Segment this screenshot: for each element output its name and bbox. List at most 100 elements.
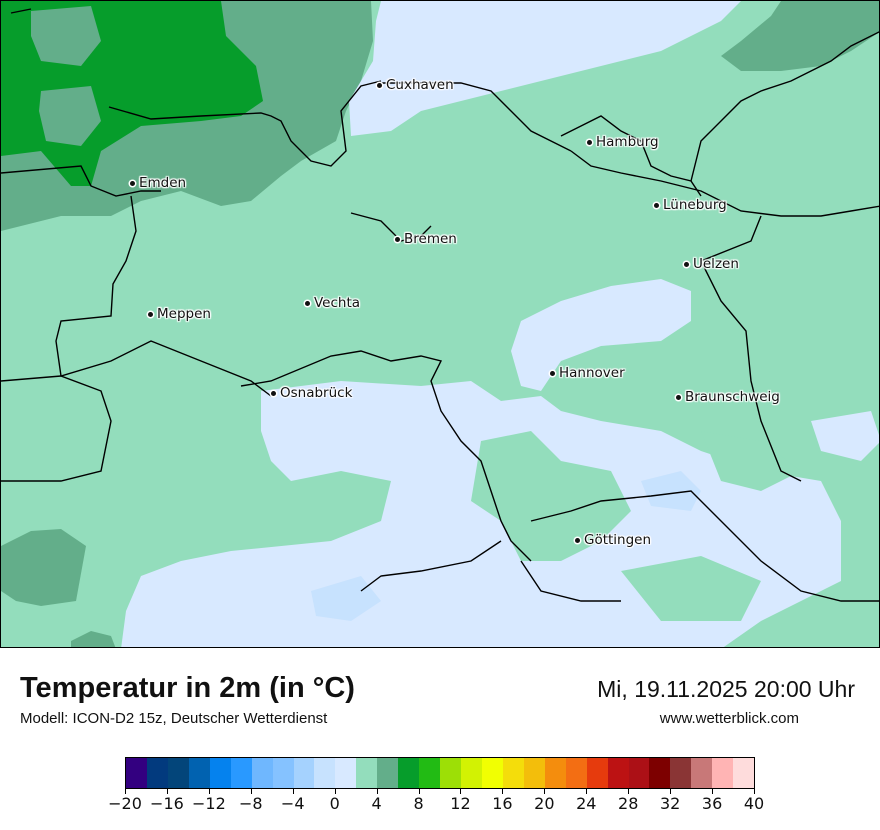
colorbar-segment bbox=[607, 758, 629, 788]
colorbar-tick-label: 24 bbox=[576, 794, 597, 813]
colorbar-segment bbox=[586, 758, 608, 788]
colorbar-segment bbox=[544, 758, 566, 788]
colorbar-ticks: −20 −16 −12 −8 −4 0 4 8 12 16 20 24 28 32 36 40 bbox=[108, 789, 764, 819]
colorbar-tick bbox=[292, 789, 294, 794]
colorbar-segment bbox=[398, 758, 420, 788]
city-name: Braunschweig bbox=[685, 389, 780, 405]
colorbar-segment bbox=[146, 758, 168, 788]
colorbar-tick bbox=[418, 789, 420, 794]
city-marker-icon bbox=[587, 139, 592, 145]
map-title: Temperatur in 2m (in °C) bbox=[20, 672, 355, 704]
colorbar-tick bbox=[502, 789, 504, 794]
colorbar-tick bbox=[544, 789, 546, 794]
colorbar-segment bbox=[293, 758, 315, 788]
temperature-colorbar bbox=[125, 757, 755, 789]
city-label: Hannover bbox=[550, 365, 625, 381]
city-marker-icon bbox=[575, 537, 580, 543]
city-marker-icon bbox=[148, 311, 153, 317]
colorbar-segment bbox=[251, 758, 273, 788]
city-name: Hamburg bbox=[596, 134, 659, 150]
colorbar-tick-label: −20 bbox=[108, 794, 142, 813]
colorbar-segment bbox=[712, 758, 734, 788]
colorbar-segment bbox=[523, 758, 545, 788]
colorbar-tick-label: −8 bbox=[239, 794, 263, 813]
colorbar-segment bbox=[188, 758, 210, 788]
colorbar-tick bbox=[670, 789, 672, 794]
colorbar-segment bbox=[440, 758, 461, 788]
model-subtitle: Modell: ICON-D2 15z, Deutscher Wetterdie… bbox=[20, 710, 328, 727]
city-marker-icon bbox=[377, 82, 382, 88]
city-label: Lüneburg bbox=[654, 197, 727, 213]
city-marker-icon bbox=[395, 236, 400, 242]
colorbar-tick bbox=[125, 789, 126, 794]
colorbar-tick bbox=[250, 789, 252, 794]
city-name: Vechta bbox=[314, 295, 361, 311]
city-name: Lüneburg bbox=[663, 197, 727, 213]
city-marker-icon bbox=[305, 300, 310, 306]
colorbar-tick-label: 40 bbox=[743, 794, 765, 813]
city-name: Meppen bbox=[157, 306, 211, 322]
city-marker-icon bbox=[271, 390, 276, 396]
colorbar-tick-label: 0 bbox=[329, 794, 340, 813]
colorbar-segment bbox=[649, 758, 671, 788]
colorbar-segment bbox=[272, 758, 294, 788]
city-name: Osnabrück bbox=[280, 385, 353, 401]
colorbar-tick-label: 32 bbox=[659, 794, 681, 813]
map-canvas bbox=[1, 1, 879, 647]
city-label: Vechta bbox=[305, 295, 360, 311]
colorbar-segment bbox=[461, 758, 482, 788]
city-label: Osnabrück bbox=[271, 385, 352, 401]
colorbar-tick-label: 12 bbox=[450, 794, 471, 813]
colorbar-tick bbox=[754, 789, 755, 794]
colorbar-tick bbox=[334, 789, 336, 794]
valid-datetime: Mi, 19.11.2025 20:00 Uhr bbox=[597, 676, 855, 702]
city-name: Cuxhaven bbox=[386, 77, 454, 93]
colorbar-tick bbox=[208, 789, 210, 794]
colorbar-tick bbox=[712, 789, 714, 794]
city-marker-icon bbox=[654, 202, 659, 208]
city-label: Uelzen bbox=[684, 256, 739, 272]
colorbar-segment bbox=[670, 758, 692, 788]
colorbar-segment bbox=[377, 758, 399, 788]
colorbar-segment bbox=[628, 758, 650, 788]
colorbar-tick bbox=[628, 789, 630, 794]
colorbar-tick-label: 16 bbox=[492, 794, 513, 813]
city-marker-icon bbox=[676, 394, 681, 400]
city-name: Emden bbox=[139, 175, 187, 191]
colorbar-segment bbox=[356, 758, 378, 788]
colorbar-tick-label: −4 bbox=[280, 794, 305, 813]
colorbar-tick-label: −16 bbox=[150, 794, 184, 813]
colorbar-segment bbox=[209, 758, 231, 788]
colorbar-tick-label: 4 bbox=[371, 794, 382, 813]
city-label: Cuxhaven bbox=[377, 77, 454, 93]
city-label: Meppen bbox=[148, 306, 211, 322]
city-marker-icon bbox=[550, 370, 555, 376]
city-label: Braunschweig bbox=[676, 389, 780, 405]
colorbar-tick-label: 8 bbox=[413, 794, 424, 813]
colorbar-segment bbox=[126, 758, 147, 788]
city-marker-icon bbox=[130, 180, 135, 186]
colorbar-tick-label: 20 bbox=[534, 794, 555, 813]
city-marker-icon bbox=[684, 261, 689, 267]
colorbar-segment bbox=[419, 758, 441, 788]
colorbar-segment bbox=[481, 758, 503, 788]
colorbar-tick bbox=[586, 789, 588, 794]
colorbar-tick bbox=[460, 789, 462, 794]
colorbar-tick bbox=[376, 789, 378, 794]
colorbar-segment bbox=[335, 758, 357, 788]
city-label: Bremen bbox=[395, 231, 457, 247]
city-label: Emden bbox=[130, 175, 186, 191]
colorbar-segment bbox=[167, 758, 189, 788]
colorbar-segment bbox=[691, 758, 713, 788]
colorbar-segment bbox=[565, 758, 587, 788]
city-name: Hannover bbox=[559, 365, 625, 381]
colorbar-segment bbox=[733, 758, 755, 788]
colorbar-segment bbox=[314, 758, 336, 788]
temperature-map: Cuxhaven Hamburg Emden Lüneburg Bremen Uelzen… bbox=[0, 0, 880, 648]
city-label: Hamburg bbox=[587, 134, 659, 150]
source-url: www.wetterblick.com bbox=[659, 710, 799, 727]
colorbar-segment bbox=[502, 758, 524, 788]
colorbar-tick-label: −12 bbox=[191, 794, 226, 813]
city-name: Bremen bbox=[404, 231, 457, 247]
city-name: Uelzen bbox=[693, 256, 739, 272]
